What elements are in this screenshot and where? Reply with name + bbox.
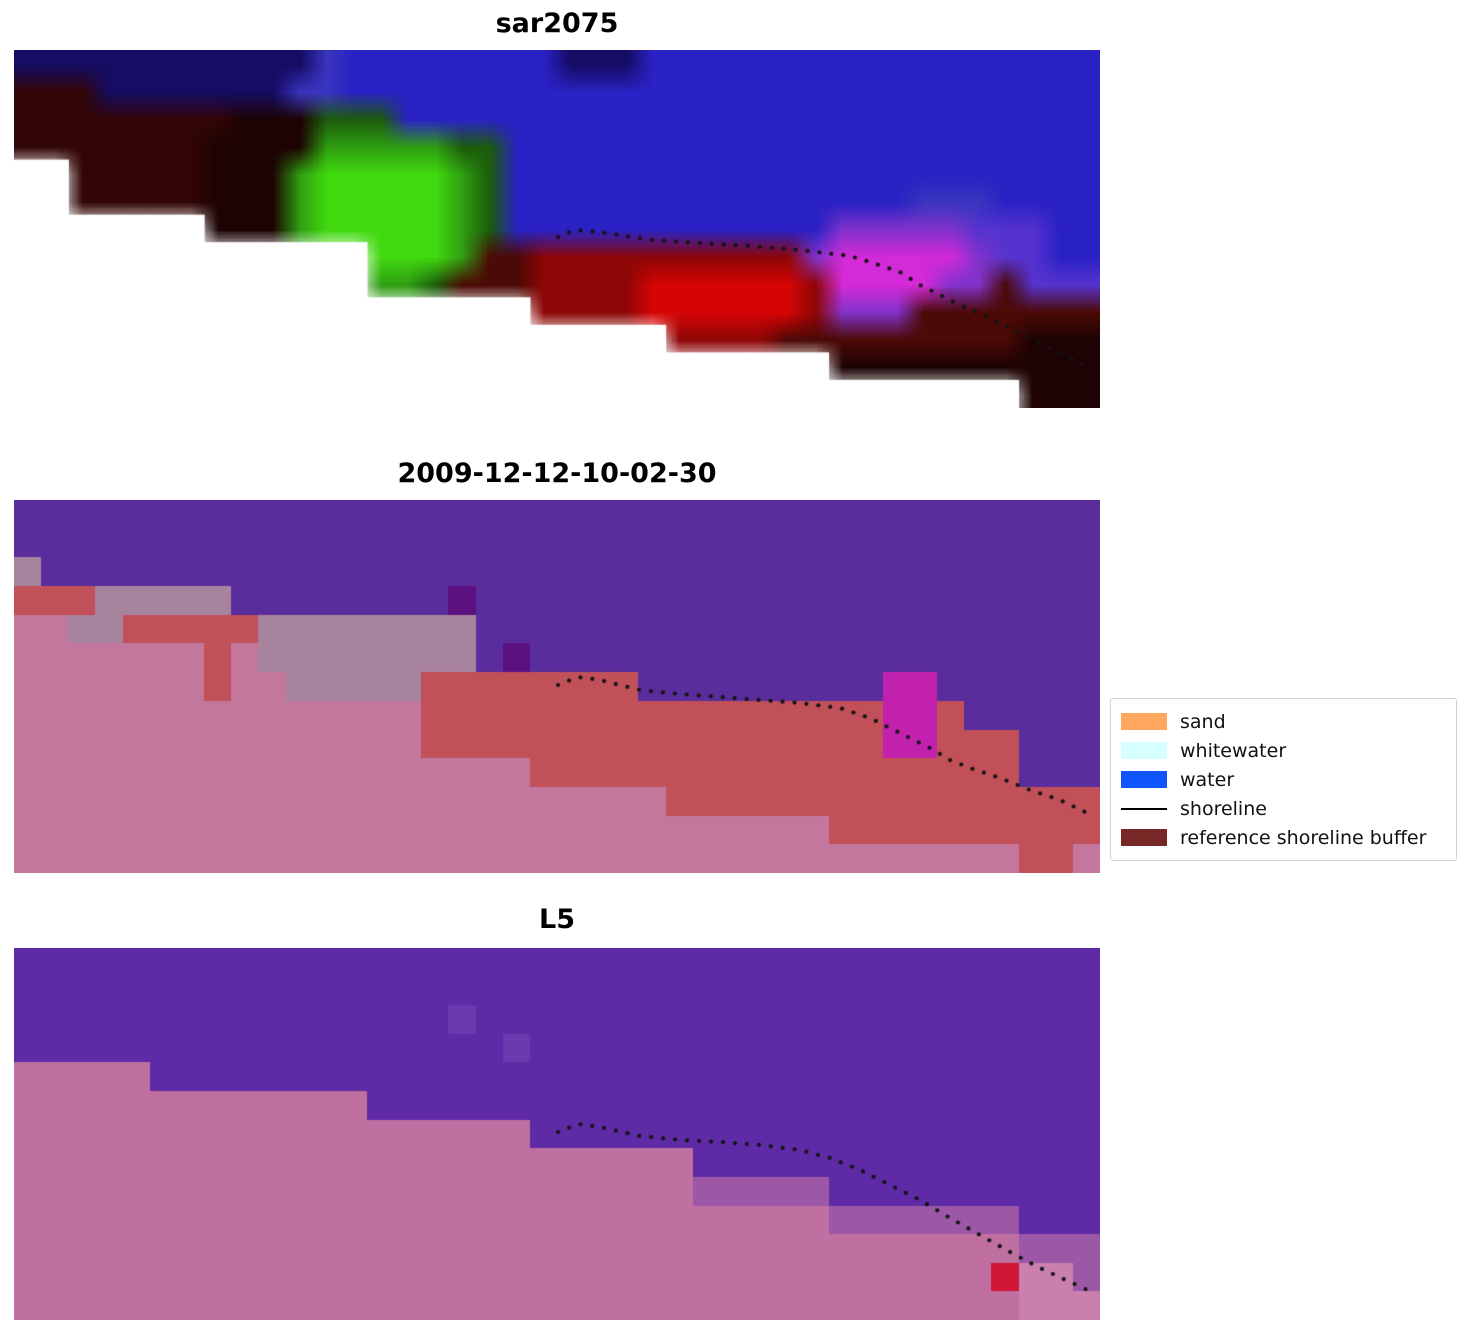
panel-shoreline bbox=[14, 948, 1100, 1320]
legend-item-reference-buffer: reference shoreline buffer bbox=[1121, 823, 1446, 852]
legend-label: sand bbox=[1180, 710, 1226, 733]
panel-shoreline bbox=[14, 50, 1100, 408]
legend-label: water bbox=[1180, 768, 1235, 791]
legend-item-whitewater: whitewater bbox=[1121, 736, 1446, 765]
panel-shoreline bbox=[14, 500, 1100, 873]
sand-swatch bbox=[1121, 713, 1167, 730]
panel-title: 2009-12-12-10-02-30 bbox=[397, 458, 717, 489]
water-swatch bbox=[1121, 771, 1167, 788]
shoreline-line-sample bbox=[1121, 807, 1167, 810]
panel-title: L5 bbox=[539, 904, 575, 935]
legend-label: whitewater bbox=[1180, 739, 1287, 762]
legend-item-shoreline: shoreline bbox=[1121, 794, 1446, 823]
panel-classified-2009-12-12 bbox=[14, 500, 1100, 873]
reference-buffer-swatch bbox=[1121, 829, 1167, 846]
legend: sand whitewater water shoreline referenc… bbox=[1110, 698, 1457, 861]
panel-sar2075 bbox=[14, 50, 1100, 408]
panel-title: sar2075 bbox=[495, 8, 619, 39]
legend-item-sand: sand bbox=[1121, 707, 1446, 736]
legend-label: shoreline bbox=[1180, 797, 1267, 820]
panel-l5 bbox=[14, 948, 1100, 1320]
legend-label: reference shoreline buffer bbox=[1180, 826, 1427, 849]
whitewater-swatch bbox=[1121, 742, 1167, 759]
legend-item-water: water bbox=[1121, 765, 1446, 794]
